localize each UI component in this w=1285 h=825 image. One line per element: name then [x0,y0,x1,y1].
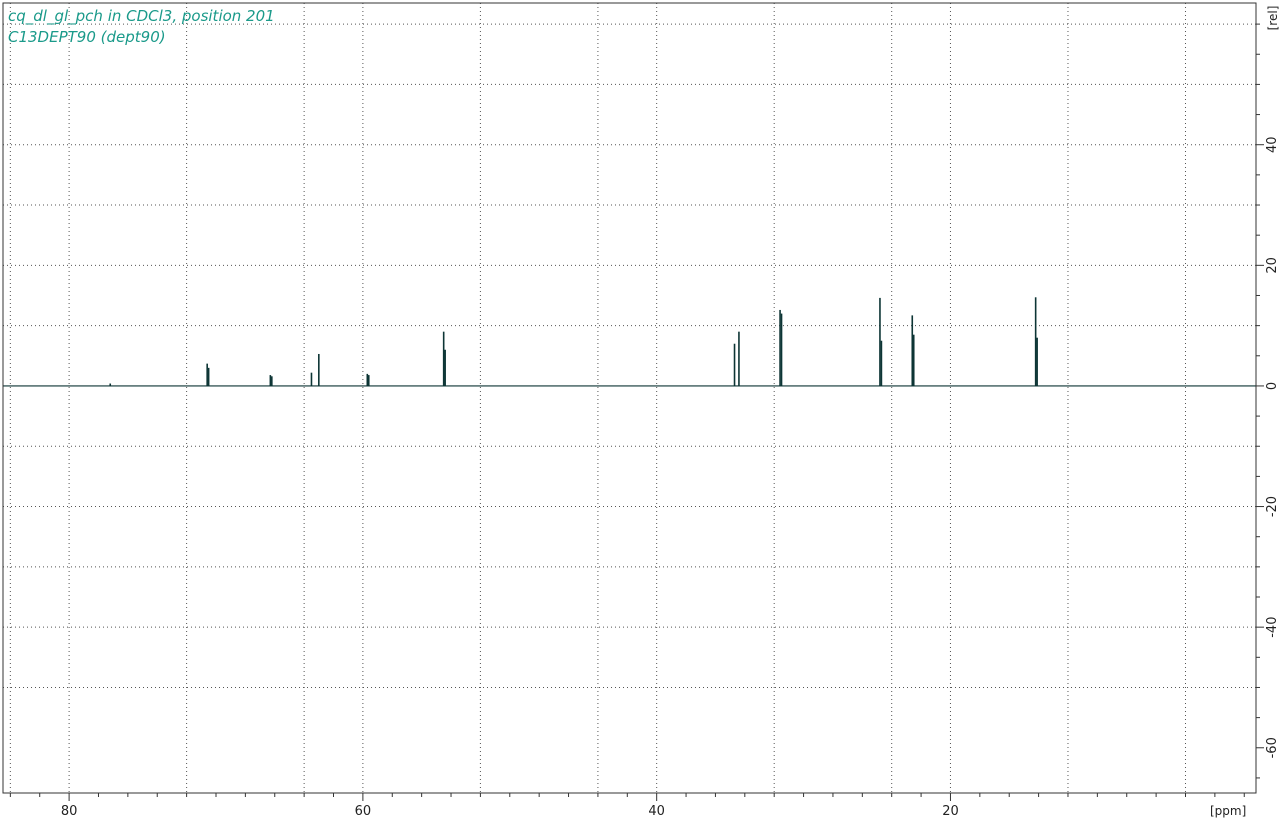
y-tick-label: -60 [1265,737,1280,758]
y-tick-label: -40 [1265,617,1280,638]
grid [3,3,1256,793]
spectrum-peaks [109,297,1038,386]
y-tick-label: 40 [1265,136,1280,153]
spectrum-title: cq_dl_gl_pch in CDCl3, position 201 C13D… [8,7,275,46]
x-tick-label: 60 [355,804,372,819]
title-line-1: cq_dl_gl_pch in CDCl3, position 201 [8,7,275,26]
x-tick-label: 40 [648,804,665,819]
y-axis: -60 -40 -20 0 20 40 [1256,23,1280,779]
y-tick-label: -20 [1265,496,1280,517]
y-tick-label: 0 [1265,382,1280,390]
x-axis: 80 60 40 20 [9,793,1245,819]
y-axis-label: [rel] [1266,6,1280,31]
y-tick-label: 20 [1265,257,1280,274]
title-line-2: C13DEPT90 (dept90) [8,28,166,46]
x-axis-label: [ppm] [1210,804,1246,818]
x-tick-label: 20 [942,804,959,819]
x-tick-label: 80 [61,804,78,819]
plot-frame [2,2,1257,794]
